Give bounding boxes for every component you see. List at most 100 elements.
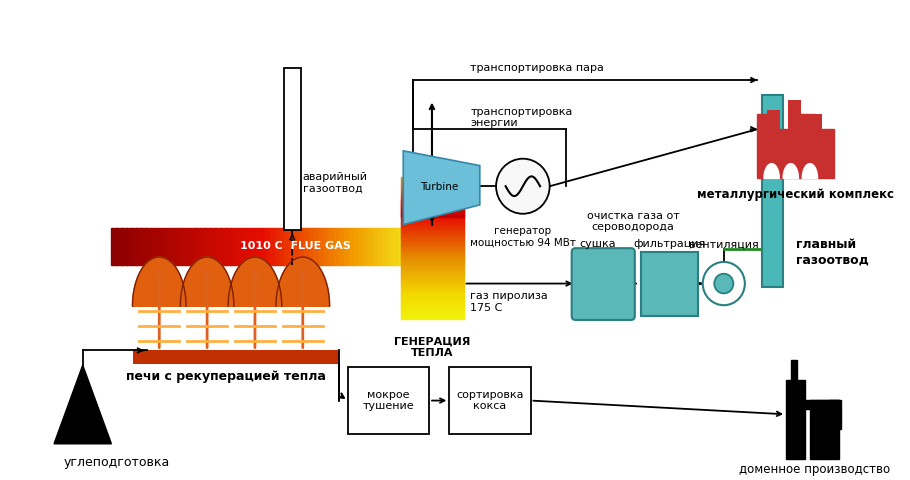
Bar (401, 224, 463, 227)
Bar (401, 215, 463, 216)
Bar (230, 228, 236, 265)
Bar (294, 228, 299, 265)
Polygon shape (803, 164, 817, 179)
Bar (401, 301, 463, 304)
Bar (401, 188, 463, 189)
Bar (284, 68, 301, 230)
Bar (151, 228, 157, 265)
Bar (389, 228, 394, 265)
Bar (141, 228, 147, 265)
Bar (401, 196, 463, 198)
Bar (401, 200, 463, 201)
Bar (369, 228, 374, 265)
Bar (401, 201, 463, 202)
Bar (289, 228, 295, 265)
Bar (344, 228, 349, 265)
Text: сортировка
кокса: сортировка кокса (456, 390, 523, 411)
Bar (111, 228, 116, 265)
Bar (401, 203, 463, 204)
Bar (319, 228, 325, 265)
Polygon shape (180, 257, 234, 306)
Bar (401, 184, 463, 185)
Bar (450, 367, 531, 434)
Bar (401, 241, 463, 245)
Polygon shape (54, 365, 111, 444)
Bar (121, 228, 126, 265)
Polygon shape (133, 257, 186, 306)
Bar (131, 228, 136, 265)
Bar (190, 228, 196, 265)
FancyBboxPatch shape (571, 248, 635, 320)
Bar (401, 236, 463, 240)
Bar (401, 283, 463, 286)
Bar (171, 228, 177, 265)
Polygon shape (810, 399, 839, 458)
Bar (401, 187, 463, 188)
Text: Turbine: Turbine (420, 182, 459, 192)
Bar (401, 199, 463, 200)
Bar (324, 228, 329, 265)
Bar (200, 228, 206, 265)
Text: генератор
мощностью 94 МВт: генератор мощностью 94 МВт (470, 226, 576, 247)
Text: газ пиролиза
175 С: газ пиролиза 175 С (470, 291, 548, 313)
Bar (401, 309, 463, 312)
Bar (401, 296, 463, 299)
Text: транспортировка
энергии: транспортировка энергии (470, 107, 572, 128)
Bar (309, 228, 315, 265)
Bar (181, 228, 186, 265)
Bar (235, 228, 240, 265)
Bar (401, 210, 463, 212)
Polygon shape (228, 257, 282, 306)
Bar (401, 179, 463, 180)
Text: очистка газа от
сероводорода: очистка газа от сероводорода (587, 211, 679, 232)
Bar (279, 228, 285, 265)
Bar (401, 204, 463, 205)
Bar (364, 228, 369, 265)
Bar (146, 228, 151, 265)
Text: фильтрация: фильтрация (633, 239, 705, 249)
Bar (339, 228, 344, 265)
Bar (285, 228, 290, 265)
Bar (401, 195, 463, 197)
Bar (304, 228, 309, 265)
Bar (401, 239, 463, 242)
Bar (401, 211, 463, 213)
Bar (401, 216, 463, 219)
Text: главный
газоотвод: главный газоотвод (795, 238, 868, 266)
Bar (401, 280, 463, 283)
Bar (767, 109, 780, 168)
Bar (401, 183, 463, 184)
Bar (401, 193, 463, 195)
Bar (401, 270, 463, 273)
Bar (401, 311, 463, 314)
Bar (401, 234, 463, 237)
Bar (401, 249, 463, 252)
Bar (401, 286, 463, 288)
Bar (206, 228, 211, 265)
Bar (809, 114, 823, 168)
Bar (401, 186, 463, 187)
Bar (126, 228, 132, 265)
Bar (265, 228, 270, 265)
Polygon shape (784, 164, 798, 179)
Bar (399, 228, 403, 265)
Bar (401, 194, 463, 196)
Bar (210, 228, 216, 265)
Bar (401, 265, 463, 268)
Polygon shape (276, 257, 329, 306)
Bar (136, 228, 142, 265)
Bar (401, 204, 463, 206)
Circle shape (496, 159, 550, 214)
Bar (401, 180, 463, 181)
Bar (383, 228, 389, 265)
Bar (349, 228, 354, 265)
Bar (401, 192, 463, 194)
Text: ГЕНЕРАЦИЯ
ТЕПЛА: ГЕНЕРАЦИЯ ТЕПЛА (394, 336, 470, 358)
Bar (401, 202, 463, 203)
Bar (401, 181, 463, 182)
Bar (401, 252, 463, 255)
Bar (401, 262, 463, 265)
Bar (186, 228, 191, 265)
Bar (401, 212, 463, 214)
Bar (166, 228, 171, 265)
